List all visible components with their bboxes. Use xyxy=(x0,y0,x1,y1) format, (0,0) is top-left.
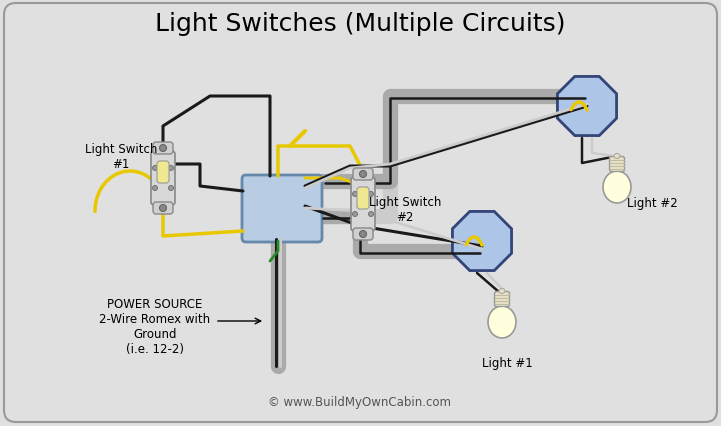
Polygon shape xyxy=(453,212,512,271)
Ellipse shape xyxy=(603,172,631,204)
FancyBboxPatch shape xyxy=(351,178,375,231)
FancyBboxPatch shape xyxy=(353,228,373,240)
Text: Light Switch
#1: Light Switch #1 xyxy=(85,143,157,170)
FancyBboxPatch shape xyxy=(609,157,624,172)
Circle shape xyxy=(353,192,358,197)
Text: Light #2: Light #2 xyxy=(627,197,677,210)
Circle shape xyxy=(360,171,366,178)
Circle shape xyxy=(159,205,167,212)
FancyBboxPatch shape xyxy=(157,161,169,184)
FancyBboxPatch shape xyxy=(151,152,175,205)
FancyBboxPatch shape xyxy=(353,169,373,181)
Text: Light Switches (Multiple Circuits): Light Switches (Multiple Circuits) xyxy=(155,12,565,36)
Circle shape xyxy=(169,186,174,191)
FancyBboxPatch shape xyxy=(153,202,173,215)
Ellipse shape xyxy=(614,154,620,159)
Text: Light #1: Light #1 xyxy=(482,357,532,370)
Circle shape xyxy=(360,231,366,238)
FancyBboxPatch shape xyxy=(495,292,510,307)
Circle shape xyxy=(169,166,174,171)
Circle shape xyxy=(153,166,157,171)
Text: POWER SOURCE
2-Wire Romex with
Ground
(i.e. 12-2): POWER SOURCE 2-Wire Romex with Ground (i… xyxy=(99,297,211,355)
Polygon shape xyxy=(557,77,616,136)
Circle shape xyxy=(368,212,373,217)
Circle shape xyxy=(159,145,167,152)
FancyBboxPatch shape xyxy=(153,143,173,155)
Circle shape xyxy=(153,186,157,191)
FancyBboxPatch shape xyxy=(4,4,717,422)
Text: © www.BuildMyOwnCabin.com: © www.BuildMyOwnCabin.com xyxy=(268,396,451,409)
FancyBboxPatch shape xyxy=(242,176,322,242)
Circle shape xyxy=(368,192,373,197)
Text: Light Switch
#2: Light Switch #2 xyxy=(369,196,441,224)
Ellipse shape xyxy=(499,289,505,294)
FancyBboxPatch shape xyxy=(357,187,369,210)
Circle shape xyxy=(353,212,358,217)
Ellipse shape xyxy=(488,306,516,338)
